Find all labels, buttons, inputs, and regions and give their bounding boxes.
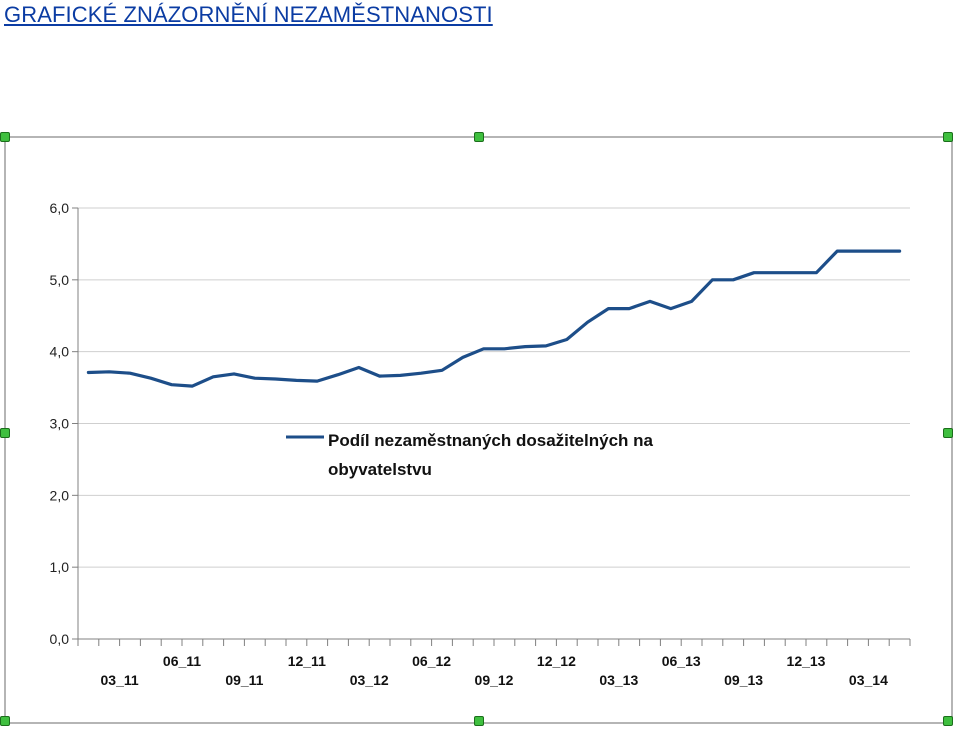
y-tick-label: 1,0 — [50, 559, 70, 575]
resize-handle-top-right[interactable] — [943, 132, 953, 142]
x-tick-label: 03_11 — [101, 672, 139, 688]
x-tick-label: 03_12 — [350, 672, 389, 688]
resize-handle-top-middle[interactable] — [474, 132, 484, 142]
x-tick-label: 12_13 — [787, 653, 826, 669]
resize-handle-middle-left[interactable] — [0, 428, 10, 438]
resize-handle-middle-right[interactable] — [943, 428, 953, 438]
legend-label-line2: obyvatelstvu — [328, 460, 432, 479]
chart-frame[interactable]: 0,0 1,0 2,0 3,0 4,0 5,0 6,0 03_11 06_11 09_11 12_… — [0, 132, 953, 726]
series-line — [86, 249, 902, 388]
x-tick-label: 03_13 — [599, 672, 638, 688]
x-tick-label: 09_12 — [475, 672, 514, 688]
x-tick-label: 12_11 — [288, 653, 326, 669]
resize-handle-bottom-middle[interactable] — [474, 716, 484, 726]
y-tick-label: 0,0 — [50, 631, 70, 647]
y-tick-labels: 0,0 1,0 2,0 3,0 4,0 5,0 6,0 — [50, 200, 70, 647]
grid-lines — [78, 207, 910, 640]
x-tick-label: 06_13 — [662, 653, 701, 669]
x-tick-label: 06_12 — [412, 653, 451, 669]
legend: Podíl nezaměstnaných dosažitelných na ob… — [286, 431, 654, 479]
resize-handle-bottom-right[interactable] — [943, 716, 953, 726]
y-tick-label: 6,0 — [50, 200, 70, 216]
resize-handle-top-left[interactable] — [0, 132, 10, 142]
y-tick-label: 3,0 — [50, 416, 70, 432]
y-tick-label: 4,0 — [50, 344, 70, 360]
x-tick-label: 12_12 — [537, 653, 576, 669]
x-tick-label: 09_13 — [724, 672, 763, 688]
line-chart: 0,0 1,0 2,0 3,0 4,0 5,0 6,0 03_11 06_11 09_11 12_… — [50, 200, 911, 688]
x-tick-labels: 03_11 06_11 09_11 12_11 03_12 06_12 09_12 12_12… — [101, 653, 889, 688]
page-title: GRAFICKÉ ZNÁZORNĚNÍ NEZAMĚSTNANOSTI — [4, 2, 493, 27]
legend-label-line1: Podíl nezaměstnaných dosažitelných na — [328, 431, 654, 450]
resize-handle-bottom-left[interactable] — [0, 716, 10, 726]
y-tick-label: 5,0 — [50, 272, 70, 288]
x-tick-label: 06_11 — [163, 653, 201, 669]
x-tick-label: 03_14 — [849, 672, 888, 688]
axes — [72, 207, 911, 646]
x-tick-label: 09_11 — [225, 672, 263, 688]
y-tick-label: 2,0 — [50, 487, 70, 503]
